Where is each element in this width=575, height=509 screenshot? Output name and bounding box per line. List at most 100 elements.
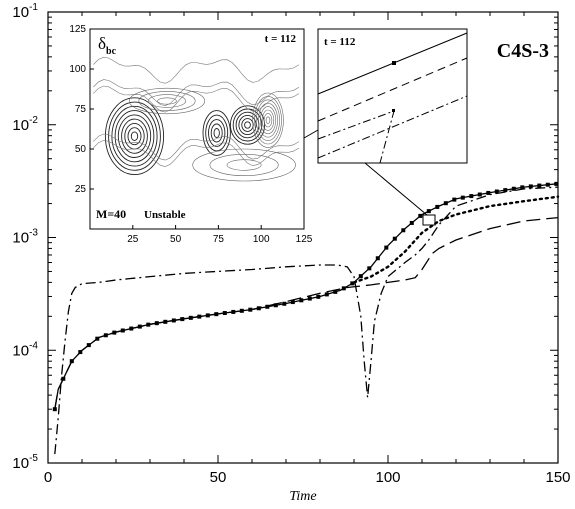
y-tick-exponent: -5	[29, 453, 38, 464]
y-tick-exponent: -2	[29, 115, 38, 126]
contour-x-tick-label: 125	[296, 234, 313, 245]
contour-y-tick-label: 25	[75, 184, 87, 195]
series-marker	[528, 184, 533, 189]
contour-band-line	[93, 140, 300, 167]
y-tick-label: 10-4	[12, 340, 38, 359]
y-tick-base: 10	[12, 4, 29, 21]
contour-level-line	[209, 154, 279, 177]
contour-inset-frame	[89, 28, 305, 230]
series-marker	[222, 311, 227, 316]
series-marker	[163, 319, 168, 324]
y-tick-label: 10-1	[12, 2, 38, 21]
series-marker	[520, 185, 525, 190]
series-marker	[503, 188, 508, 193]
series-marker	[324, 292, 329, 297]
contour-level-line	[129, 87, 206, 115]
zoom-dashdot-marker	[392, 109, 395, 112]
series-marker	[409, 220, 414, 225]
zoom-region-marker	[422, 214, 436, 226]
contour-level-line	[147, 94, 187, 108]
contour-inset: 25 50 75 100 125 25 50 75 100 125 δbc t = 112 M=…	[69, 24, 312, 245]
series-marker	[452, 197, 457, 202]
contour-y-tick-label: 100	[69, 64, 86, 75]
series-marker	[316, 294, 321, 299]
contour-level-line	[261, 109, 275, 131]
y-tick-label: 10-3	[12, 228, 38, 247]
series-marker	[333, 289, 338, 294]
contour-band-line	[93, 56, 300, 84]
y-tick-base: 10	[12, 230, 29, 247]
series-marker	[486, 190, 491, 195]
contour-y-tick-label: 50	[75, 144, 87, 155]
series-layer	[52, 181, 560, 455]
contour-level-line	[157, 97, 177, 105]
contour-y-tick-label: 75	[75, 104, 87, 115]
series-marker	[350, 281, 355, 286]
contour-level-line	[117, 114, 152, 158]
series-marker	[554, 181, 559, 186]
series-marker	[290, 300, 295, 305]
y-tick-base: 10	[12, 455, 29, 472]
series-marker	[86, 343, 91, 348]
x-tick-label: 100	[375, 469, 400, 486]
contour-band-line	[93, 133, 300, 161]
contour-y-tick-labels: 25 50 75 100 125	[69, 24, 94, 195]
x-tick-labels: 0 50 100 150	[44, 469, 571, 486]
contour-level-line	[254, 96, 282, 145]
contour-time-label: t = 112	[265, 33, 297, 45]
series-marker	[273, 303, 278, 308]
y-tick-label: 10-2	[12, 115, 38, 134]
series-marker	[511, 186, 516, 191]
series-marker	[443, 201, 448, 206]
contour-level-line	[202, 110, 231, 156]
contour-level-line	[111, 105, 158, 167]
series-marker	[341, 286, 346, 291]
series-marker	[435, 204, 440, 209]
contour-level-line	[208, 119, 226, 147]
y-tick-labels: 10-510-410-310-210-1	[12, 2, 38, 472]
panel-label: C4S-3	[497, 40, 549, 62]
contour-level-line	[210, 123, 223, 143]
contour-level-line	[192, 148, 296, 182]
contour-level-line	[138, 91, 196, 111]
contour-level-line	[121, 118, 148, 154]
contour-level-line	[229, 105, 266, 145]
series-marker	[367, 266, 372, 271]
contour-x-tick-label: 50	[170, 234, 182, 245]
series-marker	[205, 313, 210, 318]
contour-level-line	[108, 101, 161, 171]
series-marker	[418, 213, 423, 218]
zoom-inset: t = 112	[317, 28, 468, 164]
contour-level-line	[127, 127, 142, 146]
contour-stability-label: Unstable	[144, 209, 186, 221]
series-marker	[282, 301, 287, 306]
series-line-long-dash	[54, 216, 559, 410]
y-tick-base: 10	[12, 342, 29, 359]
y-tick-exponent: -3	[29, 228, 38, 239]
series-marker	[146, 322, 151, 327]
series-marker	[477, 192, 482, 197]
contour-level-line	[213, 128, 220, 138]
contour-level-line	[104, 97, 165, 176]
series-marker	[469, 194, 474, 199]
contour-delta-subscript: bc	[106, 46, 117, 57]
series-marker	[299, 298, 304, 303]
contour-level-line	[241, 118, 254, 132]
series-line-dotted	[352, 195, 560, 284]
tick-marks	[47, 11, 559, 464]
zoom-time-label: t = 112	[324, 36, 356, 48]
series-marker	[358, 274, 363, 279]
y-tick-exponent: -4	[29, 340, 38, 351]
series-marker	[375, 256, 380, 261]
series-marker	[103, 333, 108, 338]
contour-mach-label: M=40	[96, 207, 126, 221]
series-marker	[392, 236, 397, 241]
zoom-solid-marker	[392, 61, 396, 65]
zoom-connector-line	[364, 162, 428, 216]
series-marker	[384, 245, 389, 250]
series-marker	[537, 183, 542, 188]
contour-x-tick-labels: 25 50 75 100 125	[127, 225, 313, 245]
contour-x-tick-label: 25	[127, 234, 139, 245]
series-marker	[426, 209, 431, 214]
contour-delta-label: δbc	[98, 34, 117, 57]
